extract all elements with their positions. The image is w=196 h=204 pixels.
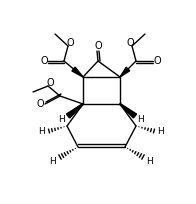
Text: O: O <box>153 56 161 66</box>
Text: O: O <box>126 38 134 48</box>
Text: H: H <box>59 115 65 124</box>
Polygon shape <box>66 104 83 118</box>
Text: H: H <box>147 156 153 165</box>
Polygon shape <box>120 104 137 118</box>
Text: H: H <box>158 128 164 136</box>
Text: H: H <box>50 156 56 165</box>
Text: O: O <box>46 78 54 88</box>
Text: O: O <box>94 41 102 51</box>
Text: O: O <box>66 38 74 48</box>
Polygon shape <box>72 67 83 77</box>
Text: H: H <box>138 115 144 124</box>
Text: H: H <box>39 128 45 136</box>
Text: O: O <box>36 99 44 109</box>
Text: O: O <box>40 56 48 66</box>
Polygon shape <box>120 67 130 77</box>
